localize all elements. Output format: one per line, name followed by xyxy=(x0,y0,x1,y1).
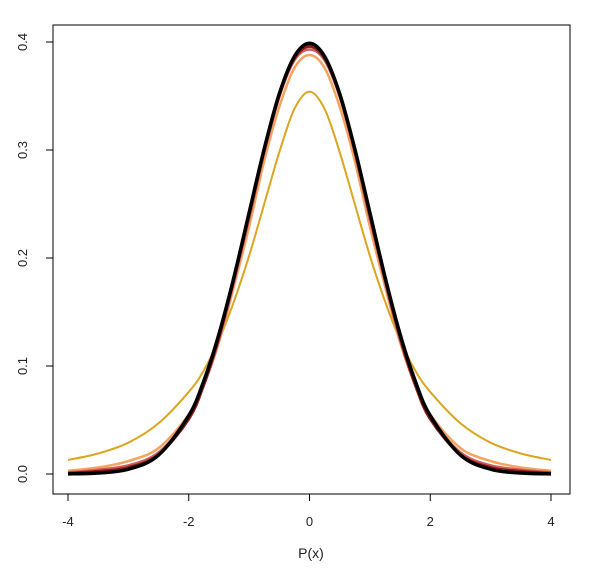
x-axis: -4 -2 0 2 4 xyxy=(62,493,555,529)
y-axis: 0.0 0.1 0.2 0.3 0.4 xyxy=(15,33,54,483)
density-curve-2 xyxy=(67,53,552,473)
y-tick-label: 0.3 xyxy=(15,141,30,159)
x-tick-label: -4 xyxy=(62,514,74,529)
x-axis-label: P(x) xyxy=(298,545,324,561)
y-tick-label: 0.4 xyxy=(15,33,30,51)
density-curve-5 xyxy=(67,41,552,476)
y-tick-label: 0.1 xyxy=(15,357,30,375)
x-tick-label: -2 xyxy=(183,514,195,529)
x-tick-label: 2 xyxy=(427,514,434,529)
y-tick-label: 0.2 xyxy=(15,249,30,267)
y-tick-label: 0.0 xyxy=(15,465,30,483)
plot-frame xyxy=(52,24,571,495)
density-curve-4 xyxy=(67,44,552,475)
density-curve-1 xyxy=(67,90,552,461)
density-curve-3 xyxy=(67,48,552,474)
curves-group xyxy=(67,41,552,476)
x-tick-label: 0 xyxy=(306,514,313,529)
x-tick-label: 4 xyxy=(547,514,554,529)
